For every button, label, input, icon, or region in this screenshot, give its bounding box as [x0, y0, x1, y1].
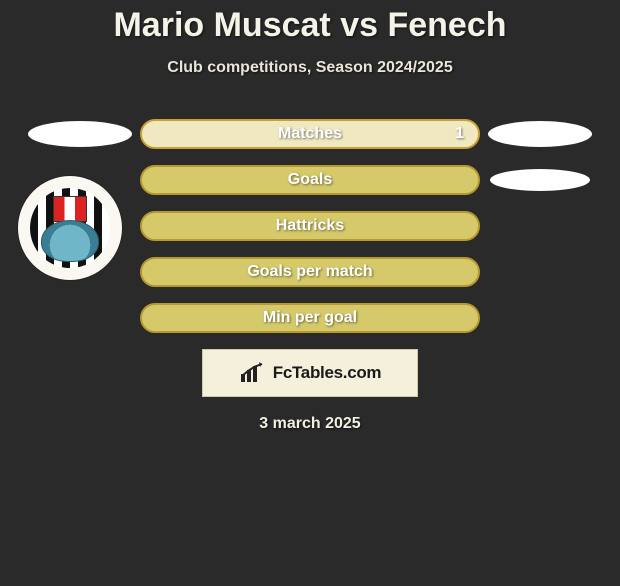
stat-row: Matches 1	[10, 119, 610, 149]
stat-value-right: 1	[455, 125, 464, 143]
club-crest	[18, 176, 122, 280]
page-title: Mario Muscat vs Fenech	[10, 6, 610, 45]
stat-bar: Goals	[140, 165, 480, 195]
stat-label: Hattricks	[276, 217, 344, 235]
brand-text: FcTables.com	[273, 363, 382, 383]
subtitle: Club competitions, Season 2024/2025	[10, 59, 610, 77]
stat-label: Min per goal	[263, 309, 357, 327]
player-placeholder	[490, 169, 590, 191]
stat-label: Goals	[288, 171, 332, 189]
right-player-slot	[480, 121, 600, 147]
stat-bar: Goals per match	[140, 257, 480, 287]
brand-chart-icon	[239, 362, 267, 384]
date-text: 3 march 2025	[10, 415, 610, 433]
player-placeholder	[28, 121, 132, 147]
stat-label: Goals per match	[247, 263, 372, 281]
stat-bar: Hattricks	[140, 211, 480, 241]
right-player-slot	[480, 169, 600, 191]
left-player-slot	[20, 121, 140, 147]
stat-bar: Matches 1	[140, 119, 480, 149]
player-placeholder	[488, 121, 592, 147]
stat-bar: Min per goal	[140, 303, 480, 333]
stat-label: Matches	[278, 125, 342, 143]
stat-row: Min per goal	[10, 303, 610, 333]
brand-box: FcTables.com	[202, 349, 418, 397]
